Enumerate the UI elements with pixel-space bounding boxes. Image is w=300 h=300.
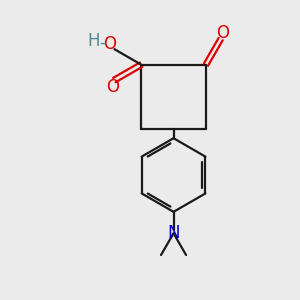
Text: N: N [167, 224, 180, 242]
Text: H: H [88, 32, 100, 50]
Text: O: O [216, 24, 229, 42]
Text: O: O [103, 35, 116, 53]
Text: O: O [106, 77, 119, 95]
Text: -: - [99, 34, 105, 52]
